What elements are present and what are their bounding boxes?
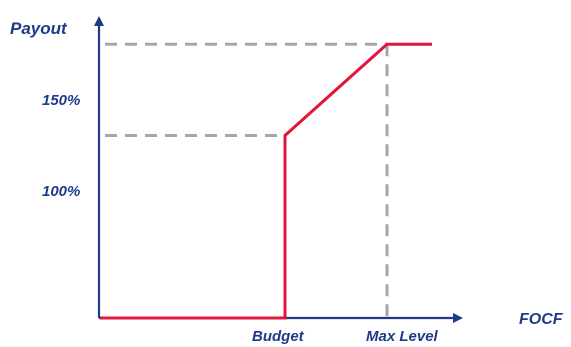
x-tick-label-budget: Budget bbox=[252, 328, 304, 345]
guide-lines bbox=[105, 42, 389, 318]
payout-series-line bbox=[100, 42, 432, 320]
y-axis-title: Payout bbox=[10, 19, 67, 38]
axes bbox=[94, 16, 463, 323]
y-tick-label-150: 150% bbox=[42, 92, 81, 109]
series-layer bbox=[99, 42, 433, 320]
y-tick-label-100: 100% bbox=[42, 183, 81, 200]
x-axis-title: FOCF bbox=[519, 311, 563, 328]
x-tick-label-max-level: Max Level bbox=[366, 328, 438, 345]
